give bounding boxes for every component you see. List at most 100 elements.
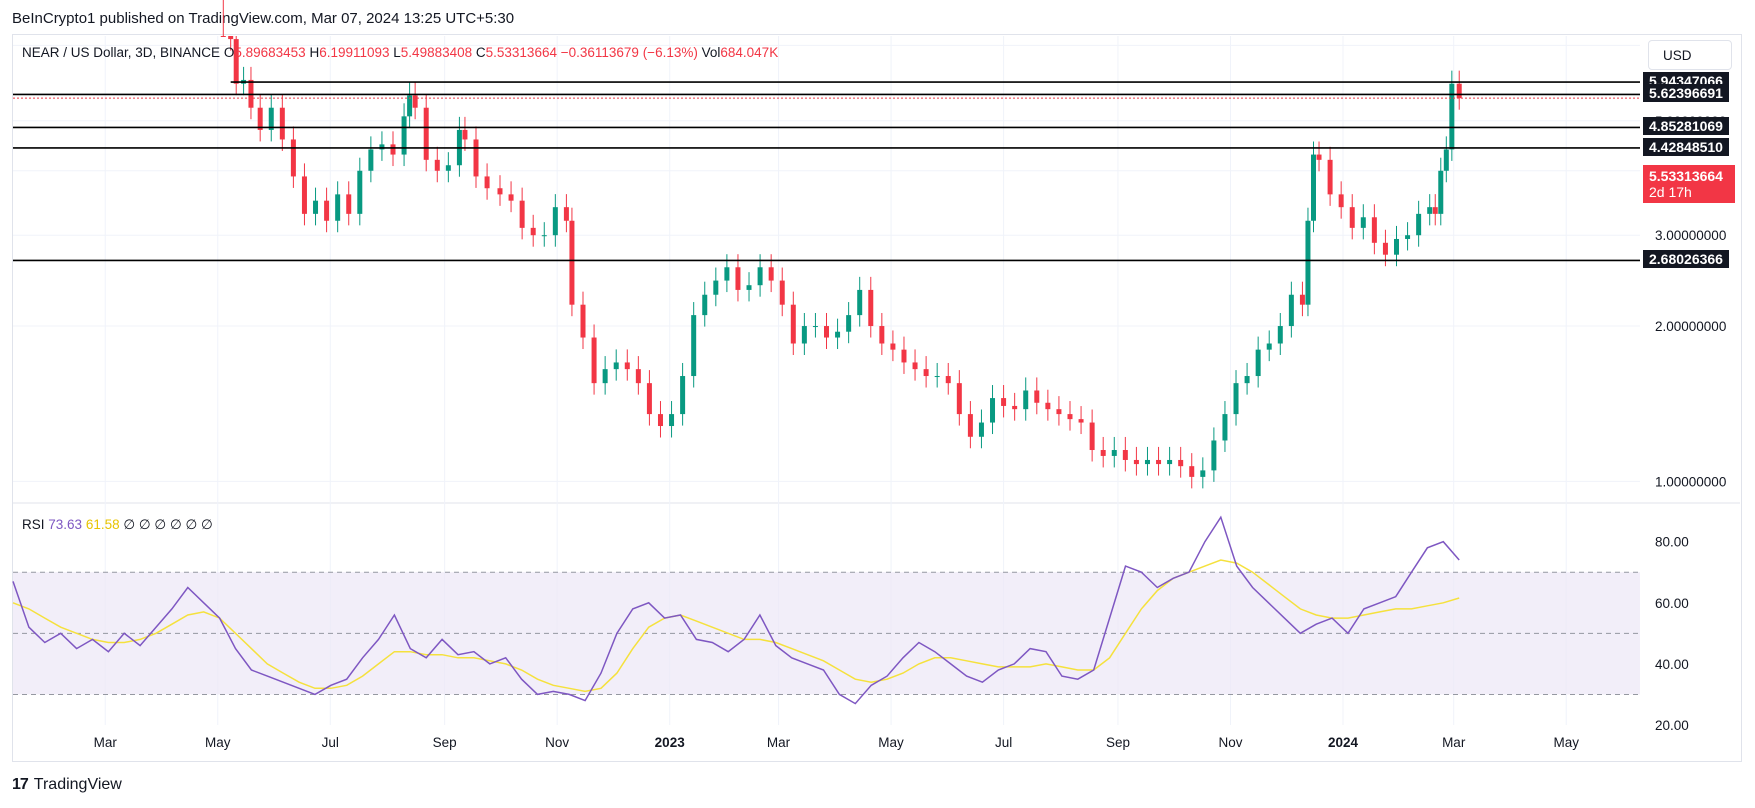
tradingview-logo[interactable]: 17 <box>12 776 29 793</box>
candle-body <box>945 376 951 384</box>
candle-body <box>290 139 296 177</box>
candle-body <box>423 107 429 160</box>
candle-body <box>220 36 226 37</box>
symbol-label[interactable]: NEAR / US Dollar, 3D, BINANCE <box>22 45 221 60</box>
candle-body <box>669 414 675 427</box>
candle-body <box>228 36 234 40</box>
candle-body <box>735 267 741 290</box>
time-tick-label: Nov <box>1218 735 1242 750</box>
candle-body <box>657 414 663 427</box>
candle-body <box>1089 422 1095 451</box>
candle-body <box>801 326 807 344</box>
candle-body <box>1310 154 1316 221</box>
candle-body <box>879 326 885 344</box>
candle-body <box>497 188 503 195</box>
candle-body <box>1200 470 1206 477</box>
close-value: 5.53313664 <box>485 45 557 60</box>
candle-body <box>912 362 918 370</box>
candle-body <box>401 116 407 155</box>
candle-body <box>635 369 641 384</box>
candle-body <box>934 376 940 378</box>
level-price-tag: 5.62396691 <box>1643 84 1729 103</box>
candle-body <box>857 289 863 316</box>
candle-body <box>335 194 341 221</box>
chart-frame <box>12 34 1742 762</box>
candle-body <box>1288 294 1294 327</box>
rsi-label[interactable]: RSI <box>22 517 45 532</box>
candle-body <box>324 200 330 221</box>
low-label: L <box>393 45 401 60</box>
candle-body <box>768 267 774 281</box>
candle-body <box>846 315 852 332</box>
candle-body <box>1167 459 1173 465</box>
time-tick-label: 2023 <box>655 735 686 750</box>
candle-body <box>1394 238 1400 255</box>
candle-body <box>990 398 996 423</box>
candle-body <box>445 165 451 171</box>
candle-body <box>357 170 363 214</box>
candle-body <box>279 107 285 140</box>
candle-body <box>1244 376 1250 384</box>
candle-body <box>1133 459 1139 465</box>
candle-body <box>812 326 818 328</box>
candle-body <box>680 376 686 415</box>
candle-body <box>530 227 536 236</box>
footer: 17 TradingView <box>12 776 122 794</box>
open-label: O <box>223 45 235 60</box>
candle-body <box>1327 159 1333 195</box>
candle-body <box>890 343 896 350</box>
rsi-legend: RSI 73.63 61.58 ∅ ∅ ∅ ∅ ∅ ∅ <box>22 517 213 533</box>
candle-body <box>563 207 569 221</box>
candle-body <box>1416 213 1422 236</box>
rsi-tick-label: 60.00 <box>1655 596 1689 611</box>
candle-body <box>1277 326 1283 344</box>
candle-body <box>702 294 708 316</box>
candle-body <box>1449 83 1455 150</box>
rsi-tick-label: 20.00 <box>1655 718 1689 733</box>
candle-body <box>713 280 719 295</box>
candle-body <box>233 39 239 84</box>
candle-body <box>1100 450 1106 456</box>
change-value: −0.36113679 (−6.13%) <box>560 45 698 60</box>
tradingview-brand[interactable]: TradingView <box>33 776 122 793</box>
rsi-tick-label: 40.00 <box>1655 657 1689 672</box>
candle-body <box>613 362 619 370</box>
candle-body <box>301 176 307 214</box>
candle-body <box>508 194 514 201</box>
candle-body <box>1067 414 1073 420</box>
candle-body <box>1427 207 1433 214</box>
open-value: 5.89683453 <box>234 45 306 60</box>
rsi-value: 73.63 <box>48 517 83 532</box>
currency-button[interactable]: USD <box>1648 40 1732 70</box>
candle-body <box>1144 459 1150 465</box>
candle-body <box>1456 83 1462 99</box>
candle-body <box>1122 450 1128 460</box>
rsi-tick-label: 80.00 <box>1655 535 1689 550</box>
countdown-label: 2d 17h <box>1649 184 1692 200</box>
candle-body <box>1056 409 1062 415</box>
time-tick-label: Mar <box>1442 735 1466 750</box>
time-tick-label: May <box>878 735 904 750</box>
level-price-tag: 2.68026366 <box>1643 250 1729 269</box>
candle-body <box>1001 398 1007 406</box>
candle-body <box>1360 217 1366 228</box>
candle-body <box>379 144 385 150</box>
volume-value: 684.047K <box>720 45 779 60</box>
time-tick-label: Mar <box>767 735 791 750</box>
rsi-line <box>12 515 1460 705</box>
price-tick-label: 3.00000000 <box>1655 228 1726 243</box>
level-price-tag: 4.42848510 <box>1643 137 1729 156</box>
candle-body <box>390 144 396 155</box>
time-tick-label: Nov <box>545 735 569 750</box>
candle-body <box>1443 149 1449 171</box>
candle-body <box>462 129 468 140</box>
candle-body <box>602 369 608 384</box>
candle-body <box>901 349 907 363</box>
volume-label: Vol <box>701 45 721 60</box>
candle-body <box>835 331 841 338</box>
time-tick-label: Jul <box>322 735 339 750</box>
candle-body <box>978 422 984 437</box>
close-label: C <box>475 45 486 60</box>
rsi-ma-value: 61.58 <box>85 517 120 532</box>
